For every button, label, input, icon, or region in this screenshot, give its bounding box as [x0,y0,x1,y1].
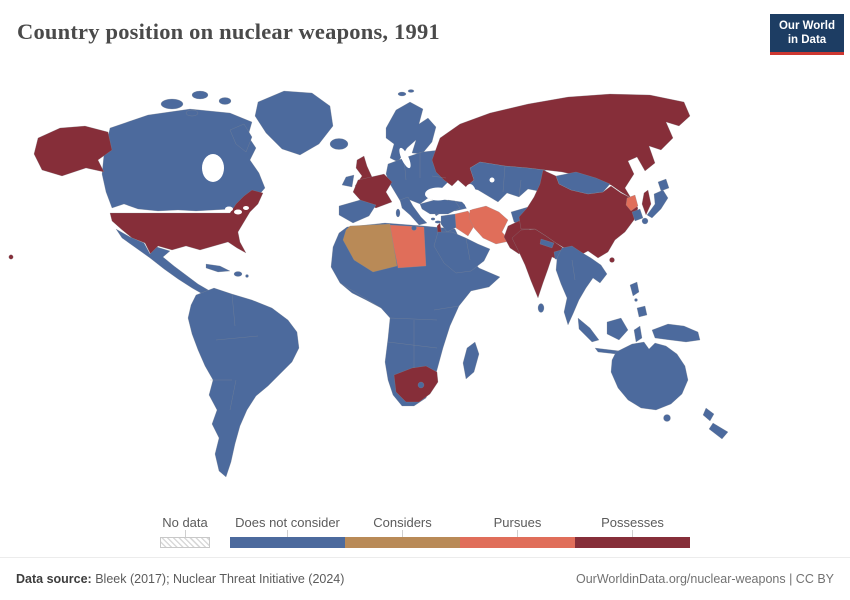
data-source-text: Bleek (2017); Nuclear Threat Initiative … [91,572,345,586]
great-lakes [225,206,233,212]
legend-bin-label-does-not-consider: Does not consider [235,515,340,530]
legend-tick [185,530,186,537]
country-hispaniola[interactable] [233,271,243,277]
country-united-states-hawaii[interactable] [8,254,14,260]
country-greenland[interactable] [254,90,334,156]
caspian-sea [463,184,477,210]
country-south-africa[interactable] [393,365,439,403]
legend-tick [632,530,633,537]
country-italy-sardinia[interactable] [395,208,401,218]
legend-bin-label-considers: Considers [373,515,432,530]
country-canada[interactable] [101,108,266,212]
country-borders [210,152,576,411]
country-cyprus[interactable] [430,217,436,221]
chart-title: Country position on nuclear weapons, 199… [17,19,440,44]
country-mongolia[interactable] [555,171,611,195]
country-canada-arctic[interactable] [229,123,253,153]
owid-logo[interactable]: Our World in Data [770,14,844,55]
world-map [8,89,729,478]
country-china-hainan[interactable] [609,257,615,263]
legend-swatch-does-not-consider[interactable] [230,537,345,548]
country-southeast-asia[interactable] [555,245,608,326]
country-iberia[interactable] [338,199,377,224]
footer-link[interactable]: OurWorldinData.org/nuclear-weapons | CC … [576,572,834,586]
legend-swatch-pursues[interactable] [460,537,575,548]
country-philippines-mindanao[interactable] [636,305,648,318]
country-russia-sakhalin[interactable] [641,189,652,216]
aral-sea [489,177,495,183]
legend-bin-label-possesses: Possesses [601,515,664,530]
country-philippines[interactable] [634,298,638,302]
country-iran[interactable] [468,205,511,245]
country-libya[interactable] [389,224,427,269]
owid-logo-line2: in Data [787,34,827,47]
country-australia[interactable] [610,341,689,411]
country-nepal[interactable] [539,238,555,249]
country-japan-kyushu[interactable] [641,217,649,225]
country-south-korea[interactable] [631,208,644,222]
country-canada-arctic[interactable] [218,97,232,105]
country-indonesia-borneo[interactable] [606,317,629,341]
country-japan-honshu[interactable] [646,189,669,219]
legend-swatch-possesses[interactable] [575,537,690,548]
country-philippines-luzon[interactable] [629,281,640,297]
country-indonesia-sumatra[interactable] [577,317,600,343]
country-svalbard[interactable] [397,91,407,97]
country-madagascar[interactable] [462,341,480,380]
legend-bin-label-pursues: Pursues [493,515,542,530]
data-source-label: Data source: [16,572,92,586]
country-indonesia-sulawesi[interactable] [633,325,643,343]
country-puerto-rico[interactable] [245,274,249,278]
country-svalbard[interactable] [407,89,415,93]
country-canada-arctic[interactable] [160,98,184,110]
country-united-states[interactable] [109,189,264,256]
legend-tick [287,530,288,537]
country-turkey[interactable] [419,198,461,215]
country-australia-tasmania[interactable] [663,414,671,422]
baltic-sea [399,147,411,169]
country-iceland[interactable] [329,138,349,150]
owid-logo-line1: Our World [778,20,835,32]
country-japan-hokkaido[interactable] [657,178,670,192]
country-canada-arctic[interactable] [185,109,199,117]
country-united-states-alaska[interactable] [33,125,113,177]
country-arabian-peninsula[interactable] [433,231,491,274]
chart-footer: Data source: Bleek (2017); Nuclear Threa… [0,557,850,600]
country-italy[interactable] [399,196,428,226]
country-new-zealand-south[interactable] [708,422,729,440]
country-lesotho[interactable] [417,381,425,389]
country-italy-sicily[interactable] [411,225,417,231]
great-lakes [234,209,242,215]
country-ireland[interactable] [341,174,355,188]
hudson-bay [202,154,224,182]
country-levant[interactable] [440,213,460,233]
legend-tick [517,530,518,537]
country-new-zealand-north[interactable] [702,407,715,422]
data-source-line: Data source: Bleek (2017); Nuclear Threa… [16,572,344,586]
country-north-korea[interactable] [625,194,639,212]
great-lakes [243,206,249,210]
legend-no-data-label: No data [162,515,208,530]
country-cuba[interactable] [205,263,231,273]
country-canada-arctic[interactable] [191,90,209,100]
country-sri-lanka[interactable] [537,303,545,313]
country-france[interactable] [352,173,393,209]
country-new-guinea[interactable] [651,323,701,343]
legend-no-data-swatch[interactable] [160,537,210,548]
black-sea [425,187,451,201]
country-south-america[interactable] [187,287,300,478]
legend-swatch-considers[interactable] [345,537,460,548]
legend-tick [402,530,403,537]
